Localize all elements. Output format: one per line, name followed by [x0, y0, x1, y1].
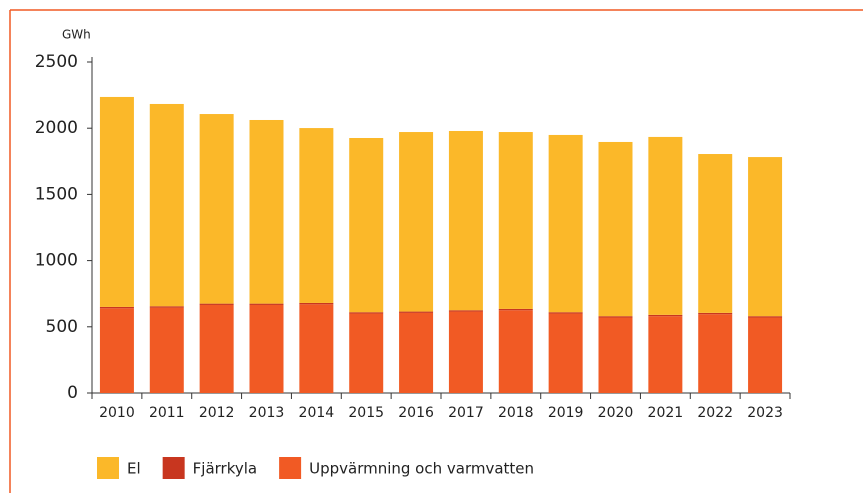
- legend-swatch: [162, 457, 185, 479]
- bar-segment: [448, 130, 483, 311]
- x-tick-label: 2018: [498, 405, 534, 421]
- bar-segment: [399, 311, 434, 313]
- bar-segment: [498, 132, 533, 309]
- bar-segment: [249, 303, 284, 305]
- x-tick-label: 2010: [99, 405, 135, 421]
- bar-segment: [598, 317, 633, 393]
- bar-segment: [448, 311, 483, 393]
- y-tick-label: 0: [67, 383, 78, 403]
- bar-segment: [199, 114, 234, 304]
- bar-segment: [349, 137, 384, 313]
- bar-segment: [199, 303, 234, 305]
- bar-segment: [648, 316, 683, 393]
- bar-segment: [99, 306, 134, 309]
- bar-segment: [249, 119, 284, 304]
- bar-segment: [149, 306, 184, 308]
- bar-segment: [199, 304, 234, 393]
- x-tick-label: 2014: [299, 405, 335, 421]
- bar-segment: [99, 96, 134, 307]
- x-tick-label: 2019: [548, 405, 584, 421]
- x-tick-label: 2011: [149, 405, 185, 421]
- x-tick-label: 2016: [398, 405, 434, 421]
- legend-label: Uppvärmning och varmvatten: [309, 460, 534, 478]
- x-tick-label: 2022: [697, 405, 733, 421]
- y-tick-label: 1500: [35, 184, 78, 204]
- bar-segment: [648, 136, 683, 315]
- bar-segment: [399, 132, 434, 312]
- bar-segment: [548, 313, 583, 393]
- y-tick-label: 500: [46, 317, 78, 337]
- legend-swatch: [97, 457, 119, 479]
- bar-segment: [249, 304, 284, 393]
- x-tick-label: 2021: [648, 405, 684, 421]
- bar-segment: [498, 310, 533, 393]
- y-tick-label: 2500: [35, 52, 78, 72]
- x-tick-label: 2023: [747, 405, 783, 421]
- y-tick-label: 1000: [35, 251, 78, 271]
- y-axis-label: GWh: [62, 28, 91, 42]
- bar-segment: [548, 312, 583, 314]
- bar-segment: [349, 313, 384, 393]
- bar-segment: [748, 157, 783, 317]
- bar-segment: [648, 314, 683, 317]
- bar-segment: [748, 317, 783, 393]
- bar-segment: [399, 312, 434, 393]
- bar-segment: [149, 103, 184, 307]
- bar-segment: [448, 310, 483, 312]
- x-tick-label: 2013: [249, 405, 285, 421]
- bar-segment: [598, 316, 633, 318]
- legend-swatch: [279, 457, 302, 479]
- bar-segment: [299, 304, 334, 393]
- bar-segment: [748, 316, 783, 318]
- bar-segment: [548, 134, 583, 313]
- x-tick-label: 2015: [348, 405, 384, 421]
- x-tick-label: 2017: [448, 405, 484, 421]
- bar-segment: [99, 308, 134, 393]
- bar-segment: [498, 308, 533, 311]
- bar-segment: [598, 141, 633, 317]
- legend-label: Fjärrkyla: [193, 460, 257, 478]
- x-tick-label: 2020: [598, 405, 634, 421]
- y-tick-label: 2000: [35, 118, 78, 138]
- bar-segment: [349, 312, 384, 314]
- bar-segment: [698, 312, 733, 315]
- bar-segment: [299, 128, 334, 303]
- bar-segment: [698, 314, 733, 393]
- legend-label: El: [127, 460, 141, 478]
- x-tick-label: 2012: [199, 405, 235, 421]
- bar-segment: [149, 307, 184, 393]
- bar-segment: [299, 302, 334, 305]
- bar-segment: [698, 154, 733, 313]
